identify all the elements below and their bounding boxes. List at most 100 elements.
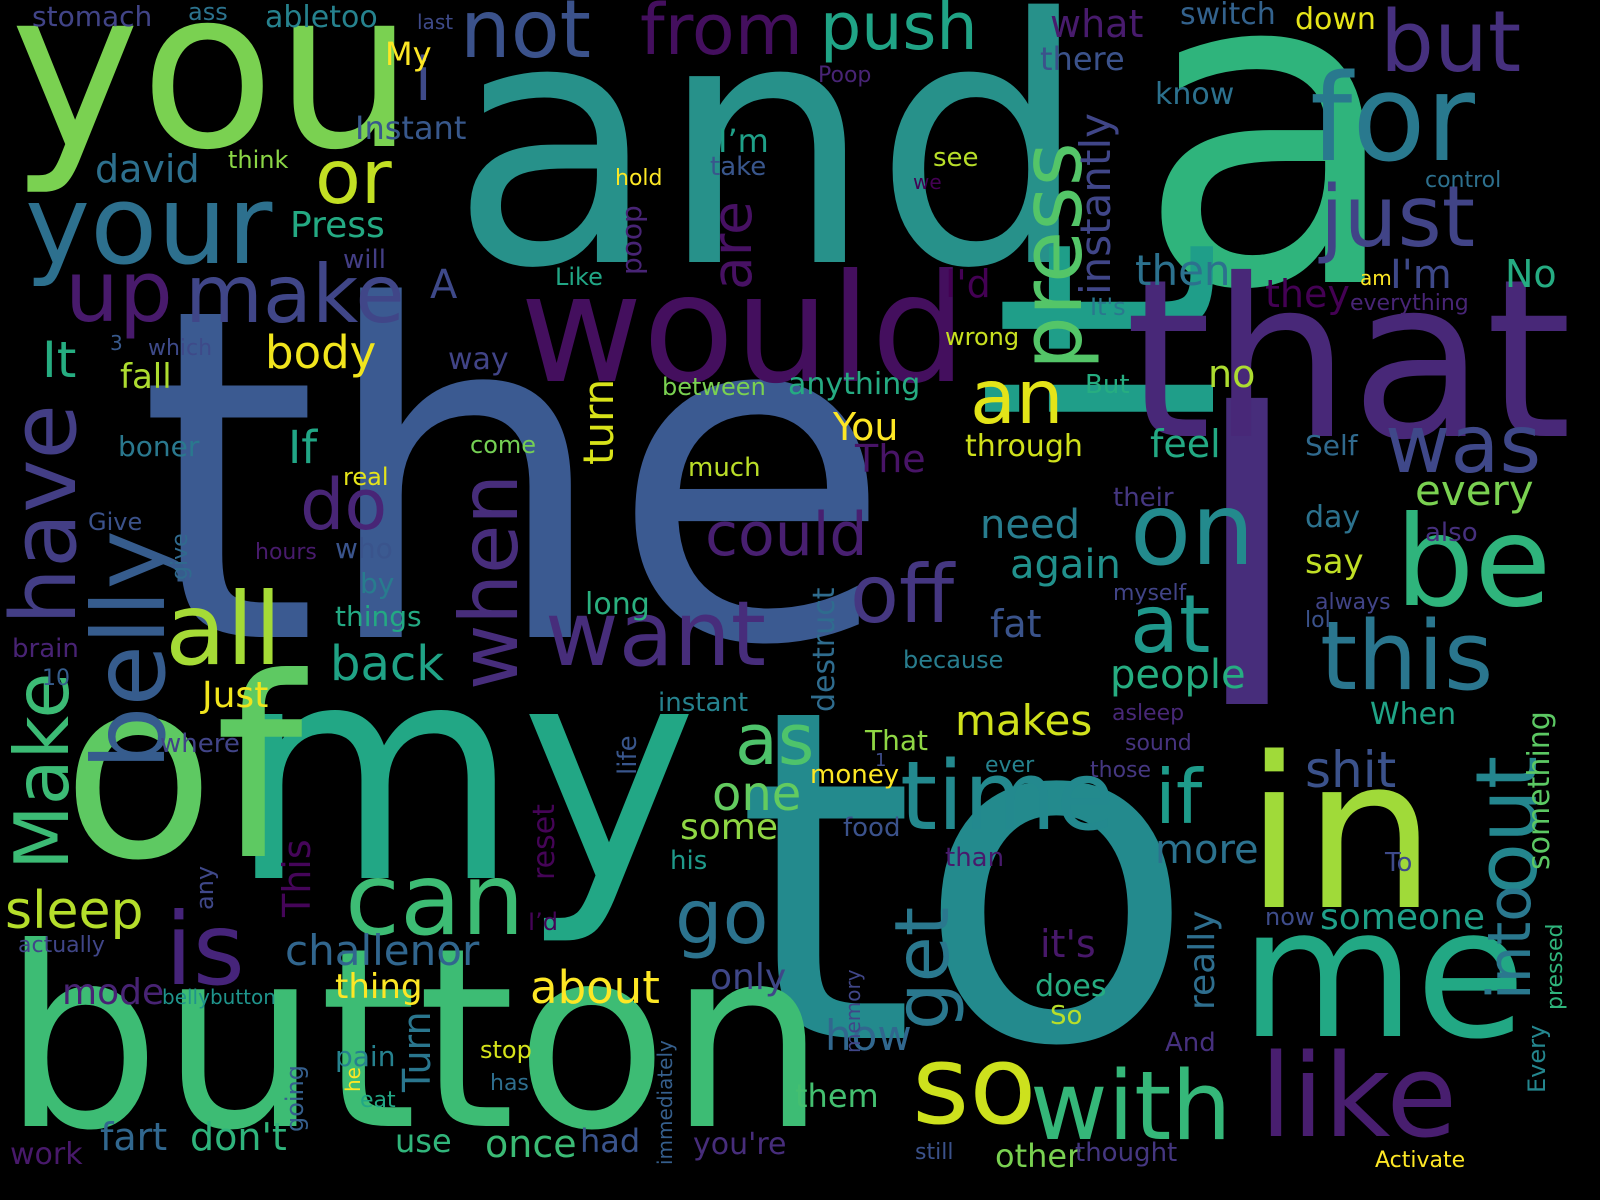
- cloud-word: No: [1505, 252, 1557, 296]
- cloud-word: If: [288, 421, 318, 474]
- cloud-word: more: [1155, 827, 1259, 873]
- cloud-word: switch: [1180, 0, 1276, 32]
- cloud-word: fart: [100, 1115, 168, 1159]
- cloud-word: of: [62, 624, 303, 915]
- cloud-word: know: [1155, 77, 1235, 112]
- cloud-word: can: [345, 841, 525, 958]
- cloud-word: asleep: [1112, 701, 1185, 726]
- cloud-word: you: [10, 0, 415, 198]
- cloud-word: myself: [1113, 581, 1187, 606]
- cloud-word: Poop: [818, 63, 872, 88]
- cloud-word: so: [912, 1021, 1037, 1149]
- cloud-word: stomach: [32, 0, 153, 33]
- cloud-word: down: [1295, 2, 1376, 37]
- cloud-word: in: [1245, 712, 1437, 957]
- cloud-word: their: [1113, 483, 1174, 513]
- cloud-word: life: [613, 735, 643, 775]
- cloud-word: has: [490, 1071, 529, 1096]
- cloud-word: control: [1425, 168, 1502, 193]
- cloud-word: make: [185, 248, 405, 341]
- cloud-word: I: [1185, 315, 1309, 804]
- cloud-word: there: [1040, 40, 1125, 78]
- cloud-word: things: [335, 600, 422, 633]
- cloud-word: So: [1050, 1001, 1083, 1031]
- cloud-word: I’m: [718, 122, 769, 160]
- cloud-word: people: [1110, 652, 1246, 698]
- cloud-word: memory: [841, 969, 865, 1053]
- cloud-word: other: [995, 1137, 1081, 1175]
- cloud-word: Press: [290, 205, 385, 246]
- cloud-word: Make: [0, 672, 86, 870]
- cloud-word: was: [1385, 398, 1542, 491]
- cloud-word: through: [965, 429, 1083, 464]
- cloud-word: need: [980, 502, 1080, 548]
- cloud-word: This: [275, 839, 319, 917]
- cloud-word: which: [148, 336, 213, 361]
- cloud-word: bellybutton: [162, 985, 276, 1009]
- cloud-word: them: [795, 1077, 879, 1115]
- cloud-word: will: [343, 245, 386, 275]
- cloud-word: feel: [1150, 422, 1221, 466]
- cloud-word: And: [1165, 1028, 1216, 1058]
- cloud-word: for: [1310, 50, 1475, 189]
- cloud-word: hold: [615, 166, 663, 191]
- cloud-word: again: [1010, 542, 1121, 588]
- cloud-word: Give: [88, 508, 143, 536]
- cloud-word: sound: [1125, 731, 1192, 756]
- cloud-word: this: [1320, 602, 1494, 712]
- cloud-word: much: [688, 453, 761, 483]
- cloud-word: anything: [788, 367, 921, 402]
- cloud-word: it's: [1040, 922, 1096, 966]
- cloud-word: on: [1130, 471, 1255, 588]
- cloud-word: money: [810, 760, 900, 790]
- cloud-word: not: [460, 0, 592, 76]
- cloud-word: as: [735, 699, 815, 781]
- cloud-word: the: [138, 211, 893, 746]
- cloud-word: I’d: [528, 908, 558, 936]
- cloud-word: way: [448, 342, 509, 377]
- cloud-word: real: [343, 463, 389, 491]
- cloud-word: sleep: [5, 881, 144, 941]
- cloud-word: think: [228, 146, 289, 174]
- cloud-word: fall: [120, 357, 172, 397]
- cloud-word: what: [1050, 2, 1144, 46]
- cloud-word: everything: [1350, 291, 1469, 316]
- cloud-word: abletoo: [265, 0, 378, 35]
- cloud-word: poop: [615, 205, 648, 275]
- cloud-word: something: [1522, 711, 1557, 870]
- cloud-word: last: [417, 10, 454, 34]
- cloud-word: pain: [335, 1040, 396, 1073]
- cloud-word: i: [415, 45, 432, 115]
- cloud-word: push: [820, 0, 978, 65]
- cloud-word: hours: [255, 540, 317, 565]
- cloud-word: That: [865, 724, 928, 757]
- cloud-word: day: [1305, 500, 1361, 535]
- cloud-word: thought: [1075, 1138, 1178, 1168]
- cloud-word: would: [520, 243, 967, 417]
- cloud-word: you're: [693, 1127, 787, 1162]
- cloud-word: still: [915, 1140, 954, 1165]
- cloud-word: someone: [1320, 897, 1485, 938]
- cloud-word: lol: [1305, 608, 1331, 633]
- cloud-word: stop: [480, 1036, 532, 1064]
- cloud-word: Turn: [395, 1011, 439, 1092]
- cloud-word: up: [65, 243, 173, 342]
- cloud-word: they: [1265, 272, 1350, 316]
- cloud-word: an: [970, 353, 1064, 441]
- cloud-word: could: [705, 500, 868, 570]
- cloud-word: instantly: [1071, 113, 1120, 295]
- cloud-word: be: [1395, 490, 1552, 635]
- cloud-word: thing: [335, 967, 423, 1007]
- cloud-word: use: [395, 1122, 452, 1160]
- cloud-word: Activate: [1375, 1148, 1466, 1173]
- cloud-word: all: [165, 571, 282, 688]
- cloud-word: some: [680, 807, 778, 848]
- cloud-word: once: [485, 1122, 577, 1166]
- cloud-word: give: [168, 533, 193, 580]
- cloud-word: no: [1208, 352, 1256, 396]
- cloud-word: ever: [985, 753, 1035, 778]
- cloud-word: going: [281, 1064, 309, 1132]
- cloud-word: Self: [1305, 429, 1358, 462]
- cloud-word: boner: [118, 430, 200, 463]
- cloud-word: Just: [202, 675, 269, 716]
